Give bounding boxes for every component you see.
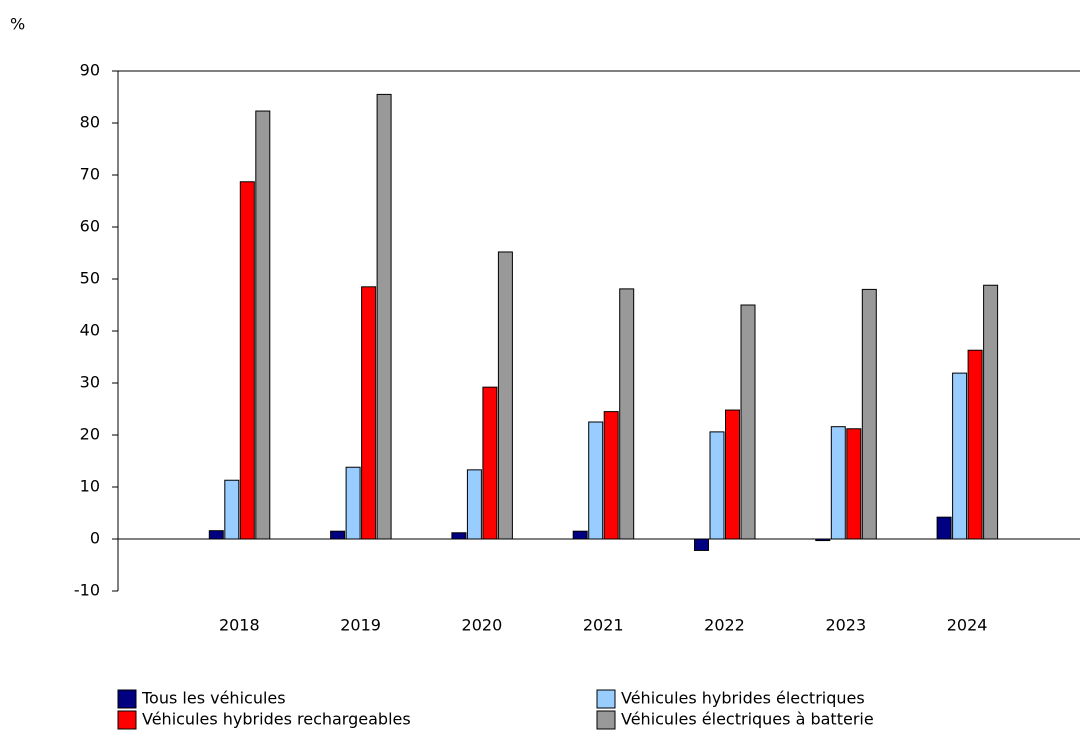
legend-label: Véhicules hybrides rechargeables (142, 710, 411, 729)
x-tick-label: 2020 (462, 616, 503, 635)
x-tick-label: 2024 (947, 616, 988, 635)
bar (361, 286, 377, 540)
bar (572, 530, 588, 540)
y-tick-label: 0 (90, 529, 100, 548)
bar (694, 538, 709, 551)
y-tick-label: 40 (80, 321, 100, 340)
legend-swatch (117, 689, 137, 709)
bar (846, 428, 862, 540)
bar (224, 479, 240, 540)
bar (740, 304, 756, 540)
bar (255, 110, 271, 540)
legend-label: Véhicules hybrides électriques (621, 689, 865, 708)
y-tick-label: 90 (80, 61, 100, 80)
x-tick-label: 2021 (583, 616, 624, 635)
bar (725, 409, 740, 540)
bar (376, 93, 392, 540)
bar (952, 372, 968, 540)
y-axis-label: % (10, 15, 25, 34)
x-tick-label: 2022 (704, 616, 745, 635)
bar (588, 421, 604, 540)
x-tick-label: 2018 (219, 616, 260, 635)
bar (983, 284, 999, 540)
y-tick-label: 80 (80, 113, 100, 132)
bar (861, 288, 877, 540)
bar (830, 426, 846, 540)
legend-swatch (596, 710, 616, 730)
y-tick-label: 60 (80, 217, 100, 236)
legend-label: Tous les véhicules (141, 689, 286, 708)
bar (967, 349, 983, 540)
bar (497, 251, 513, 540)
bar (603, 411, 619, 540)
bar (619, 288, 635, 540)
legend-swatch (117, 710, 137, 730)
bar (466, 469, 482, 540)
bar (936, 516, 952, 540)
bar (330, 530, 346, 540)
x-tick-label: 2019 (340, 616, 381, 635)
y-tick-label: -10 (74, 581, 100, 600)
bar (208, 530, 224, 540)
bar (482, 386, 498, 540)
y-tick-label: 70 (80, 165, 100, 184)
bar (239, 181, 255, 540)
legend-swatch (596, 689, 616, 709)
y-tick-label: 20 (80, 425, 100, 444)
bar (451, 532, 467, 540)
legend-label: Véhicules électriques à batterie (621, 710, 874, 729)
bar (709, 431, 725, 540)
y-tick-label: 30 (80, 373, 100, 392)
y-tick-label: 50 (80, 269, 100, 288)
y-tick-label: 10 (80, 477, 100, 496)
bar (345, 466, 361, 540)
x-tick-label: 2023 (825, 616, 866, 635)
